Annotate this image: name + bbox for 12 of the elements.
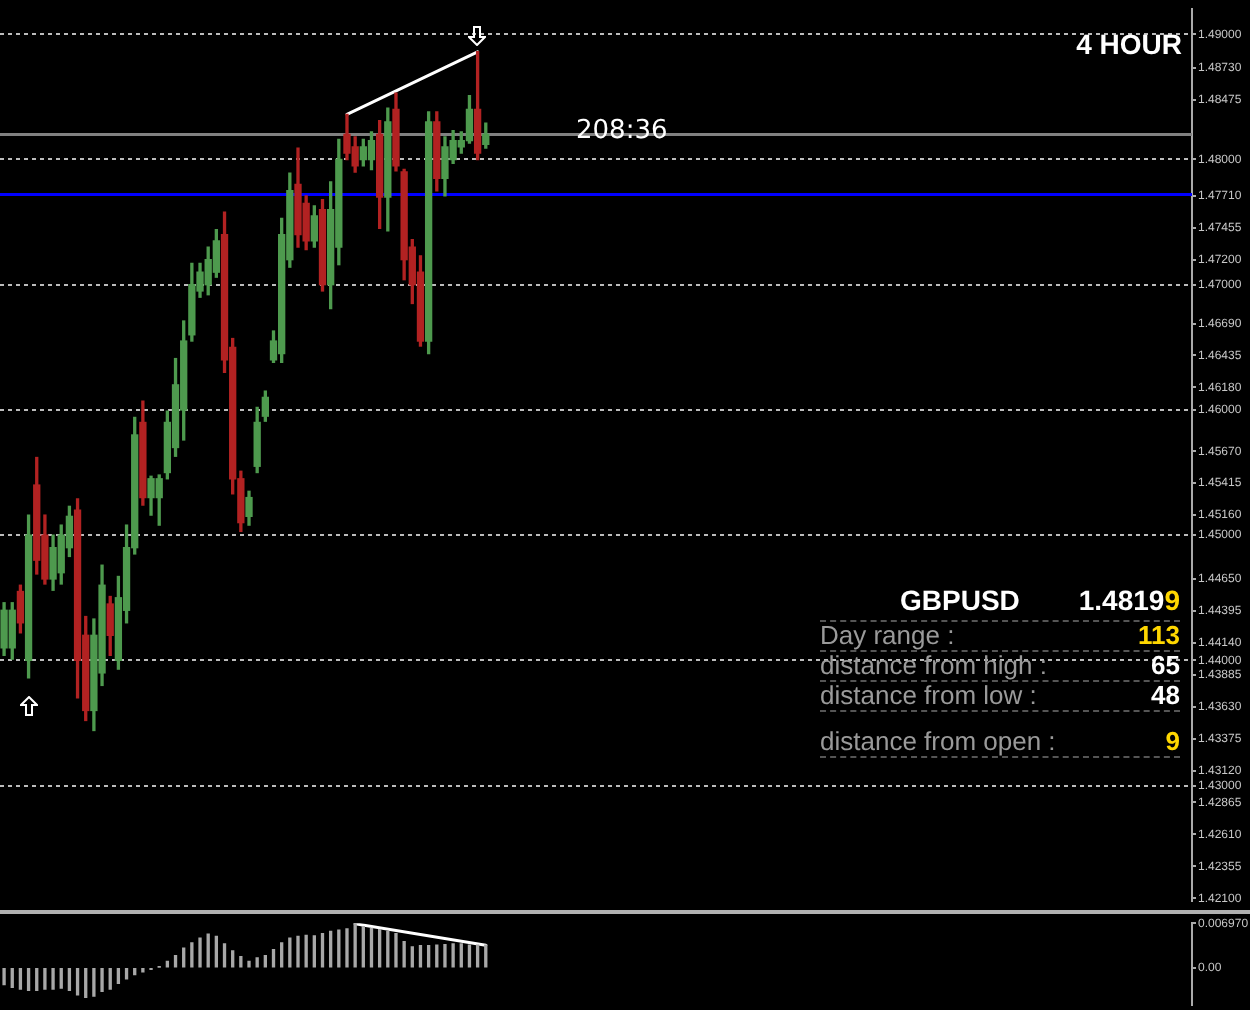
text: 4 HOUR (1076, 28, 1182, 60)
annotation: 48 (1151, 680, 1180, 710)
annotation: 208:36 (576, 116, 668, 146)
annotation: 1.48199 (1078, 582, 1180, 620)
annotation: 113 (1138, 620, 1180, 650)
annotation: 65 (1151, 650, 1180, 680)
annotation: 9 (1165, 726, 1180, 756)
annotation: distance from low : (820, 680, 1037, 710)
annotation: distance from open : (820, 726, 1056, 756)
annotation: distance from high : (820, 650, 1047, 680)
annotation: Day range : (820, 620, 955, 650)
annotation: GBPUSD (900, 582, 1020, 620)
